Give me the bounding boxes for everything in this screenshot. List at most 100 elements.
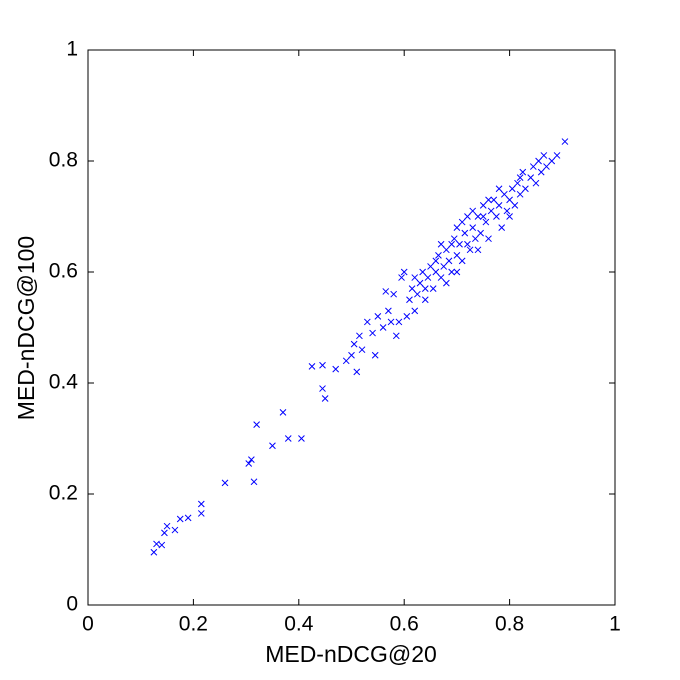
y-axis-label: MED-nDCG@100: [13, 236, 39, 420]
marker: [485, 235, 492, 243]
marker: [443, 246, 450, 254]
marker: [427, 263, 434, 270]
marker: [353, 368, 361, 376]
marker: [474, 213, 482, 220]
marker: [487, 207, 495, 215]
marker: [158, 541, 166, 549]
marker: [514, 179, 521, 187]
marker: [458, 218, 466, 226]
marker: [508, 185, 516, 193]
x-tick-label: 0.4: [284, 613, 314, 636]
marker: [453, 251, 461, 259]
marker: [382, 288, 390, 295]
marker: [506, 196, 513, 204]
marker: [348, 351, 355, 359]
marker: [358, 346, 366, 354]
marker: [421, 285, 429, 293]
marker: [392, 332, 400, 340]
marker: [503, 207, 511, 215]
marker: [371, 351, 379, 359]
marker: [419, 268, 426, 276]
marker: [379, 324, 387, 331]
marker: [537, 168, 545, 176]
marker: [490, 196, 498, 204]
marker: [319, 385, 326, 392]
marker: [432, 268, 440, 276]
marker: [221, 479, 229, 487]
marker: [516, 190, 524, 198]
marker: [495, 185, 503, 193]
marker: [479, 202, 487, 209]
marker: [387, 318, 395, 326]
marker: [453, 224, 461, 231]
x-tick-label: 0.6: [390, 613, 419, 636]
marker: [482, 218, 490, 226]
marker: [390, 290, 398, 298]
marker: [529, 163, 537, 170]
y-tick-label: 1: [66, 38, 78, 61]
y-tick-label: 0.6: [49, 260, 78, 283]
marker: [453, 268, 461, 276]
marker: [437, 240, 445, 248]
marker: [184, 514, 192, 522]
axes-box: [87, 49, 616, 606]
marker: [448, 268, 455, 276]
marker: [506, 213, 513, 220]
marker: [150, 548, 158, 556]
marker: [471, 235, 479, 243]
marker: [350, 340, 358, 348]
marker: [464, 213, 471, 220]
marker: [406, 296, 413, 304]
marker: [443, 279, 450, 287]
marker: [385, 307, 392, 315]
marker: [469, 224, 477, 231]
marker: [561, 138, 569, 145]
marker: [485, 196, 492, 204]
marker: [253, 421, 260, 428]
y-tick-label: 0.4: [49, 371, 79, 394]
marker: [269, 442, 276, 450]
marker: [395, 318, 403, 326]
marker: [153, 540, 160, 548]
marker: [553, 152, 561, 159]
marker: [435, 251, 442, 259]
marker: [519, 168, 527, 176]
marker: [466, 246, 474, 254]
marker: [161, 529, 168, 537]
marker: [356, 332, 363, 340]
marker: [411, 274, 419, 281]
marker: [363, 318, 371, 326]
marker: [342, 357, 350, 365]
marker: [495, 202, 503, 209]
marker: [445, 257, 453, 265]
y-tick-label: 0.8: [49, 149, 78, 172]
marker: [540, 152, 548, 159]
marker: [450, 235, 458, 243]
marker: [398, 274, 405, 281]
marker: [448, 240, 455, 248]
x-tick-label: 1: [609, 613, 621, 636]
marker: [403, 313, 411, 320]
marker: [245, 460, 253, 467]
marker: [248, 456, 255, 463]
marker: [163, 522, 171, 530]
marker: [416, 279, 424, 287]
marker: [369, 329, 376, 337]
marker: [458, 257, 466, 265]
marker: [411, 307, 419, 315]
marker: [250, 478, 258, 486]
marker: [456, 240, 463, 248]
marker: [176, 515, 184, 523]
x-axis-label: MED-nDCG@20: [265, 641, 437, 667]
marker: [469, 207, 477, 215]
marker: [532, 179, 540, 187]
marker: [197, 500, 205, 508]
marker: [424, 274, 432, 281]
marker: [516, 174, 524, 182]
marker: [500, 190, 508, 198]
marker: [522, 185, 529, 193]
marker: [414, 290, 421, 298]
y-tick-label: 0: [66, 593, 78, 616]
